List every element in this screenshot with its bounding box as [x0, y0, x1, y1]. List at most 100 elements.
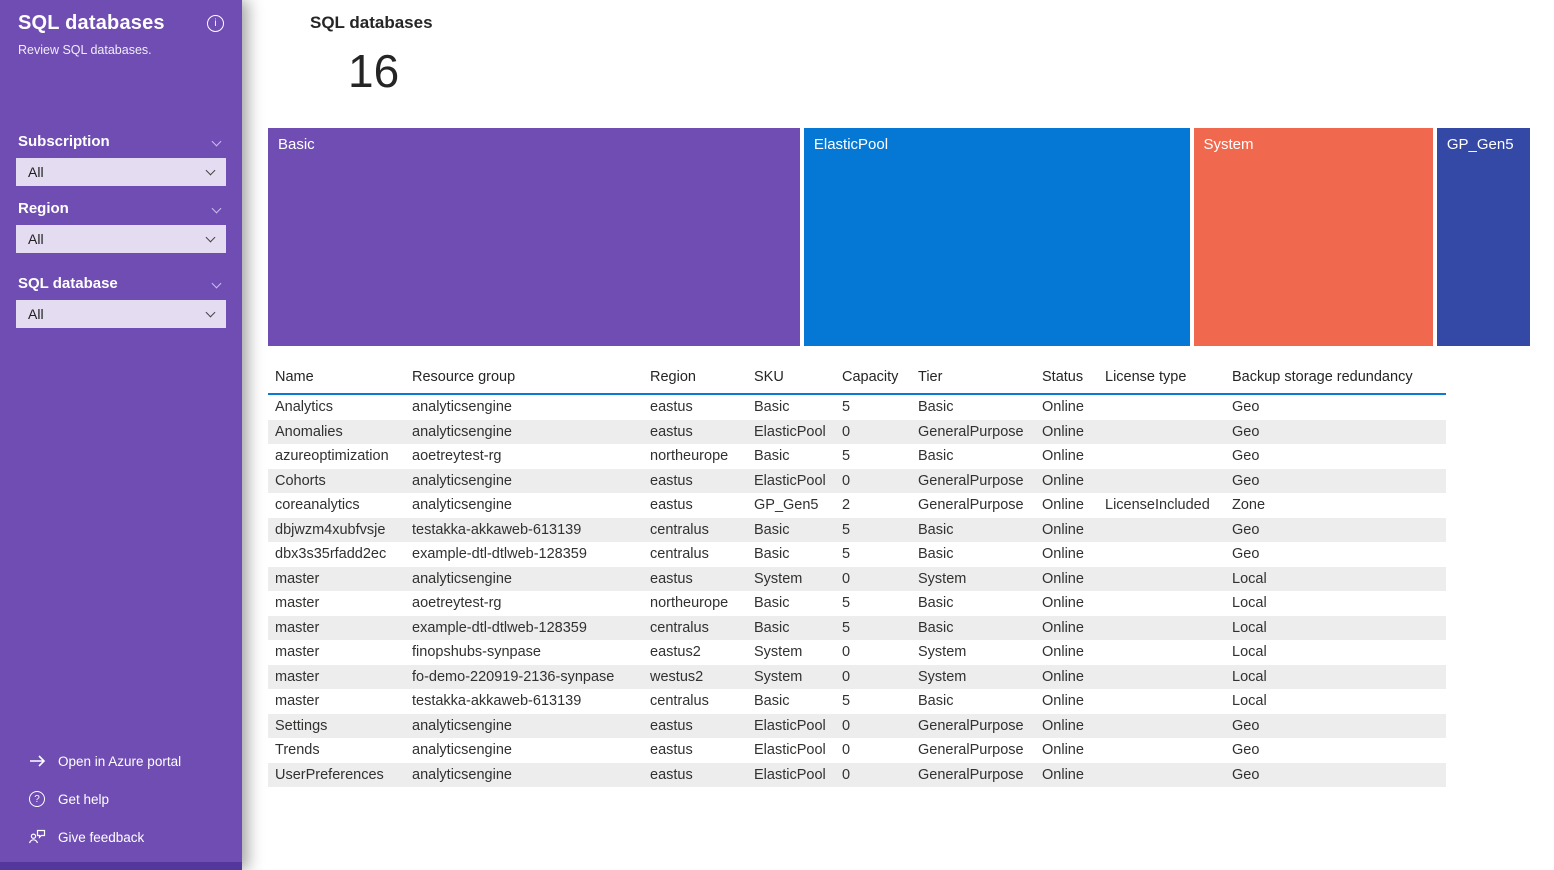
column-header-license-type[interactable]: License type: [1105, 360, 1232, 393]
table-cell: Basic: [754, 521, 790, 538]
table-cell: aoetreytest-rg: [412, 448, 502, 465]
table-row[interactable]: Settings analyticsengine eastus ElasticPool…: [268, 713, 1446, 738]
table-cell: System: [754, 570, 803, 587]
table-row[interactable]: Cohorts analyticsengine eastus ElasticPool 0…: [268, 468, 1446, 493]
table-cell: dbx3s35rfadd2ec: [275, 546, 387, 563]
table-cell: System: [918, 644, 967, 661]
table-cell: analyticsengine: [412, 570, 512, 587]
table-cell: Geo: [1232, 423, 1260, 440]
column-header-capacity[interactable]: Capacity: [842, 360, 918, 393]
table-cell: Geo: [1232, 448, 1260, 465]
table-cell: northeurope: [650, 595, 729, 612]
table-cell: Zone: [1232, 497, 1266, 514]
table-row[interactable]: azureoptimization aoetreytest-rg northeuro…: [268, 444, 1446, 469]
table-cell: dbjwzm4xubfvsje: [275, 521, 386, 538]
table-cell: Geo: [1232, 546, 1260, 563]
link-get-help[interactable]: ? Get help: [0, 780, 242, 818]
table-row[interactable]: Anomalies analyticsengine eastus ElasticPoo…: [268, 419, 1446, 444]
link-open-in-azure-portal[interactable]: Open in Azure portal: [0, 742, 242, 780]
table-row[interactable]: master testakka-akkaweb-613139 centralus Ba…: [268, 689, 1446, 714]
table-cell: Analytics: [275, 399, 334, 416]
table-cell: centralus: [650, 619, 709, 636]
table-cell: 0: [842, 668, 851, 685]
column-header-resource-group[interactable]: Resource group: [412, 360, 650, 393]
filter-dropdown[interactable]: All: [16, 300, 226, 328]
table-row[interactable]: master fo-demo-220919-2136-synpase westus2…: [268, 664, 1446, 689]
table-cell: System: [754, 668, 803, 685]
table-cell: GeneralPurpose: [918, 742, 1024, 759]
chevron-down-icon[interactable]: [211, 278, 222, 289]
link-give-feedback[interactable]: Give feedback: [0, 818, 242, 856]
chevron-down-icon[interactable]: [211, 203, 222, 214]
table-cell: Basic: [754, 619, 790, 636]
table-cell: master: [275, 595, 320, 612]
table-row[interactable]: UserPreferences analyticsengine eastus Elas…: [268, 762, 1446, 787]
table-cell: Geo: [1232, 521, 1260, 538]
table-cell: analyticsengine: [412, 472, 512, 489]
table-cell: Online: [1042, 546, 1084, 563]
filter-label: Subscription: [18, 133, 110, 150]
treemap-segment-basic[interactable]: Basic: [268, 128, 800, 346]
table-cell: coreanalytics: [275, 497, 360, 514]
table-cell: Geo: [1232, 717, 1260, 734]
table-cell: centralus: [650, 546, 709, 563]
table-row[interactable]: master finopshubs-synpase eastus2 System 0 Sy…: [268, 640, 1446, 665]
table-cell: Online: [1042, 448, 1084, 465]
table-cell: Online: [1042, 521, 1084, 538]
databases-table: Name Resource group Region SKU Capacity Tier S…: [268, 360, 1446, 787]
table-cell: Geo: [1232, 742, 1260, 759]
treemap-segment-label: System: [1203, 136, 1254, 153]
table-cell: Basic: [918, 521, 954, 538]
table-cell: Online: [1042, 595, 1084, 612]
chevron-down-icon[interactable]: [211, 136, 222, 147]
table-cell: Basic: [918, 448, 954, 465]
table-cell: master: [275, 668, 320, 685]
table-cell: ElasticPool: [754, 472, 826, 489]
filter-dropdown[interactable]: All: [16, 225, 226, 253]
table-cell: 5: [842, 693, 851, 710]
table-cell: 0: [842, 472, 851, 489]
table-cell: Basic: [918, 693, 954, 710]
table-row[interactable]: dbx3s35rfadd2ec example-dtl-dtlweb-128359…: [268, 542, 1446, 567]
table-cell: Online: [1042, 497, 1084, 514]
table-cell: master: [275, 619, 320, 636]
table-row[interactable]: master example-dtl-dtlweb-128359 centralus…: [268, 615, 1446, 640]
column-header-status[interactable]: Status: [1042, 360, 1105, 393]
treemap-segment-elasticpool[interactable]: ElasticPool: [803, 128, 1190, 346]
table-cell: 5: [842, 521, 851, 538]
table-row[interactable]: Trends analyticsengine eastus ElasticPool 0 G…: [268, 738, 1446, 763]
table-row[interactable]: master aoetreytest-rg northeurope Basic 5 Bas…: [268, 591, 1446, 616]
table-cell: 0: [842, 717, 851, 734]
column-header-tier[interactable]: Tier: [918, 360, 1042, 393]
table-header-row: Name Resource group Region SKU Capacity Tier S…: [268, 360, 1446, 395]
table-row[interactable]: master analyticsengine eastus System 0 System…: [268, 566, 1446, 591]
table-cell: Basic: [918, 399, 954, 416]
table-cell: finopshubs-synpase: [412, 644, 541, 661]
column-header-sku[interactable]: SKU: [754, 360, 842, 393]
treemap-segment-label: ElasticPool: [813, 136, 889, 153]
table-cell: Basic: [754, 399, 790, 416]
table-cell: UserPreferences: [275, 766, 384, 783]
table-row[interactable]: Analytics analyticsengine eastus Basic 5 Basi…: [268, 395, 1446, 420]
table-row[interactable]: dbjwzm4xubfvsje testakka-akkaweb-613139 ce…: [268, 517, 1446, 542]
column-header-region[interactable]: Region: [650, 360, 754, 393]
table-cell: 5: [842, 399, 851, 416]
metric-title: SQL databases: [310, 13, 433, 32]
table-cell: Local: [1232, 619, 1267, 636]
table-cell: GeneralPurpose: [918, 497, 1024, 514]
table-cell: Online: [1042, 472, 1084, 489]
table-cell: example-dtl-dtlweb-128359: [412, 619, 587, 636]
treemap-segment-system[interactable]: System: [1193, 128, 1433, 346]
table-row[interactable]: coreanalytics analyticsengine eastus GP_Gen…: [268, 493, 1446, 518]
column-header-backup-storage-redundancy[interactable]: Backup storage redundancy: [1232, 360, 1446, 393]
treemap-segment-gp_gen5[interactable]: GP_Gen5: [1436, 128, 1530, 346]
filter-dropdown[interactable]: All: [16, 158, 226, 186]
table-cell: 2: [842, 497, 851, 514]
table-cell: Local: [1232, 693, 1267, 710]
info-icon[interactable]: i: [207, 15, 224, 32]
table-cell: aoetreytest-rg: [412, 595, 502, 612]
column-header-name[interactable]: Name: [275, 368, 314, 385]
table-body: Analytics analyticsengine eastus Basic 5 Basi…: [268, 395, 1446, 787]
metric-value: 16: [348, 45, 400, 97]
table-cell: Online: [1042, 619, 1084, 636]
